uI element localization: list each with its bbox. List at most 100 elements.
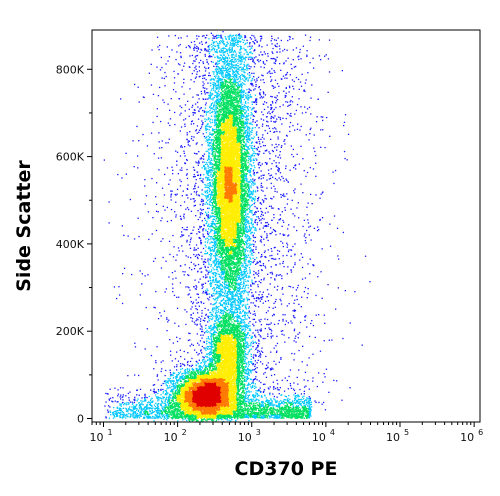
event-dot: [218, 370, 221, 372]
event-dot: [228, 393, 230, 395]
event-dot: [200, 377, 202, 380]
event-dot: [172, 383, 175, 385]
event-dot: [254, 387, 256, 389]
event-dot: [230, 394, 232, 396]
event-dot: [192, 382, 194, 384]
event-dot: [219, 394, 221, 396]
event-dot: [175, 375, 177, 378]
event-dot: [209, 368, 211, 370]
event-dot: [180, 382, 182, 385]
event-dot: [183, 387, 186, 390]
event-dot: [191, 378, 193, 380]
event-dot: [229, 396, 231, 399]
event-dot: [234, 396, 236, 398]
event-dot: [189, 418, 191, 420]
event-dot: [167, 399, 169, 402]
event-dot: [180, 395, 182, 397]
event-dot: [205, 364, 207, 367]
event-dot: [205, 407, 208, 409]
event-dot: [203, 393, 206, 396]
event-dot: [162, 392, 164, 394]
event-dot: [198, 380, 200, 382]
event-dot: [189, 418, 191, 421]
event-dot: [180, 387, 183, 389]
event-dot: [212, 372, 214, 375]
event-dot: [197, 376, 200, 378]
event-dot: [189, 393, 191, 395]
event-dot: [228, 419, 230, 421]
event-dot: [194, 372, 196, 375]
event-dot: [197, 420, 199, 422]
event-dot: [213, 419, 215, 421]
event-dot: [184, 370, 186, 372]
event-dot: [187, 391, 189, 394]
event-dot: [189, 411, 191, 413]
event-dot: [224, 409, 226, 411]
event-dot: [183, 372, 186, 374]
event-dot: [172, 403, 175, 405]
event-dot: [188, 398, 190, 400]
event-dot: [196, 368, 198, 370]
event-dot: [194, 379, 196, 381]
event-dot: [173, 397, 175, 399]
event-dot: [188, 378, 190, 380]
event-dot: [227, 390, 229, 393]
event-dot: [179, 409, 182, 411]
event-dot: [185, 394, 187, 396]
event-dot: [200, 372, 202, 374]
event-dot: [202, 399, 204, 401]
event-dot: [219, 375, 222, 377]
event-dot: [180, 392, 183, 395]
event-dot: [193, 380, 196, 383]
event-dot: [209, 385, 211, 388]
event-dot: [174, 391, 177, 393]
event-dot: [171, 374, 173, 376]
event-dot: [203, 365, 205, 367]
event-dot: [195, 398, 197, 401]
event-dot: [264, 367, 267, 370]
event-dot: [192, 380, 194, 382]
event-dot: [166, 381, 169, 383]
event-dot: [225, 383, 227, 385]
event-dot: [212, 402, 214, 405]
event-dot: [205, 372, 207, 374]
event-dot: [181, 376, 183, 379]
event-dot: [162, 396, 164, 398]
event-dot: [196, 401, 198, 403]
event-dot: [236, 372, 239, 375]
event-dot: [208, 372, 211, 374]
event-dot: [213, 403, 215, 405]
event-dot: [167, 409, 170, 412]
event-dot: [198, 398, 200, 400]
event-dot: [179, 375, 181, 378]
event-dot: [164, 394, 166, 396]
event-dot: [185, 382, 187, 384]
event-dot: [202, 397, 204, 399]
event-dot: [209, 369, 212, 372]
event-dot: [153, 388, 155, 390]
density-dots: [103, 31, 371, 423]
event-dot: [172, 373, 174, 375]
event-dot: [187, 402, 189, 404]
event-dot: [202, 412, 204, 414]
event-dot: [185, 375, 187, 377]
event-dot: [221, 372, 224, 374]
event-dot: [190, 392, 192, 394]
event-dot: [184, 372, 187, 374]
event-dot: [182, 398, 185, 400]
event-dot: [175, 376, 177, 378]
event-dot: [246, 390, 248, 393]
event-dot: [206, 385, 208, 387]
event-dot: [182, 419, 184, 421]
event-dot: [169, 387, 171, 389]
event-dot: [216, 374, 218, 376]
event-dot: [194, 386, 196, 388]
event-dot: [255, 392, 257, 394]
event-dot: [203, 378, 205, 380]
event-dot: [203, 392, 205, 394]
event-dot: [206, 379, 209, 381]
event-dot: [224, 376, 226, 378]
event-dot: [208, 386, 210, 388]
event-dot: [206, 387, 208, 389]
